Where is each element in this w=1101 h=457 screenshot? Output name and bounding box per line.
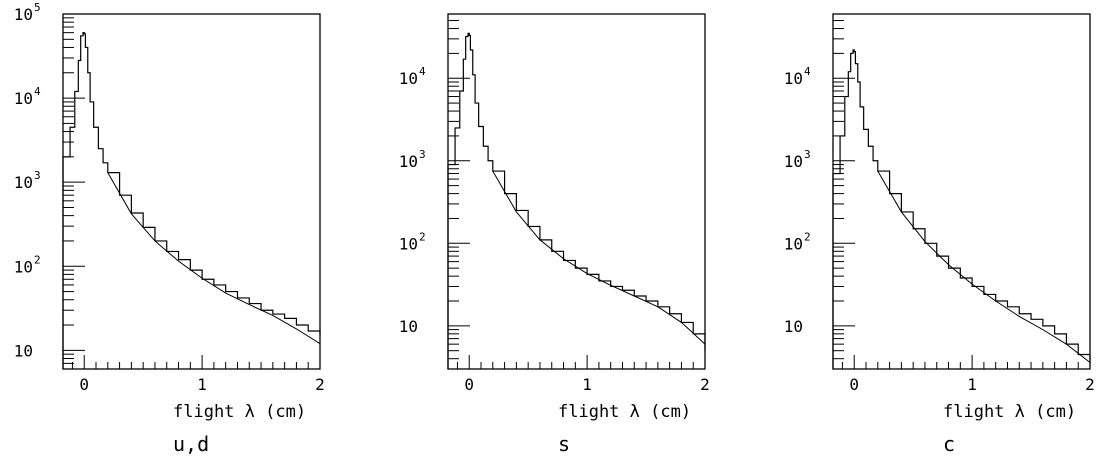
y-tick-label: 10 <box>14 257 33 276</box>
y-tick-label: 10 <box>14 173 33 192</box>
y-tick-label: 10 <box>399 69 418 88</box>
y-tick-exponent: 3 <box>34 169 41 182</box>
y-tick-label: 10 <box>399 317 418 336</box>
fit-curve <box>877 170 1091 363</box>
y-tick-label: 10 <box>784 152 803 171</box>
x-axis-label: flight λ (cm) <box>173 402 306 422</box>
plot-frame <box>62 13 321 370</box>
x-tick-label: 0 <box>849 375 859 394</box>
y-tick-exponent: 2 <box>804 230 811 243</box>
histogram-series <box>832 49 1091 369</box>
fit-curve <box>107 172 321 345</box>
x-tick-label: 0 <box>79 375 89 394</box>
x-axis-label: flight λ (cm) <box>943 402 1076 422</box>
fit-curve <box>492 170 706 345</box>
y-tick-exponent: 3 <box>804 148 811 161</box>
y-tick-exponent: 4 <box>419 65 426 78</box>
y-tick-exponent: 2 <box>34 253 41 266</box>
panel-caption: c <box>943 432 955 456</box>
histogram-series <box>62 32 321 369</box>
x-tick-label: 2 <box>700 375 710 394</box>
x-tick-label: 2 <box>315 375 325 394</box>
plot-frame <box>447 13 706 370</box>
x-tick-label: 0 <box>464 375 474 394</box>
y-tick-exponent: 2 <box>419 230 426 243</box>
x-tick-label: 2 <box>1085 375 1095 394</box>
y-tick-exponent: 4 <box>804 65 811 78</box>
y-tick-exponent: 5 <box>34 1 41 14</box>
y-tick-label: 10 <box>399 152 418 171</box>
x-tick-label: 1 <box>582 375 592 394</box>
y-tick-exponent: 3 <box>419 148 426 161</box>
y-tick-label: 10 <box>14 89 33 108</box>
y-tick-label: 10 <box>14 5 33 24</box>
y-tick-label: 10 <box>399 234 418 253</box>
x-tick-label: 1 <box>197 375 207 394</box>
plot-frame <box>832 13 1091 370</box>
panel-caption: u,d <box>173 432 209 456</box>
y-tick-exponent: 4 <box>34 85 41 98</box>
y-tick-label: 10 <box>14 341 33 360</box>
x-tick-label: 1 <box>967 375 977 394</box>
panel-caption: s <box>558 432 570 456</box>
x-axis-label: flight λ (cm) <box>558 402 691 422</box>
y-tick-label: 10 <box>784 317 803 336</box>
histogram-series <box>447 32 706 369</box>
y-tick-label: 10 <box>784 234 803 253</box>
y-tick-label: 10 <box>784 69 803 88</box>
